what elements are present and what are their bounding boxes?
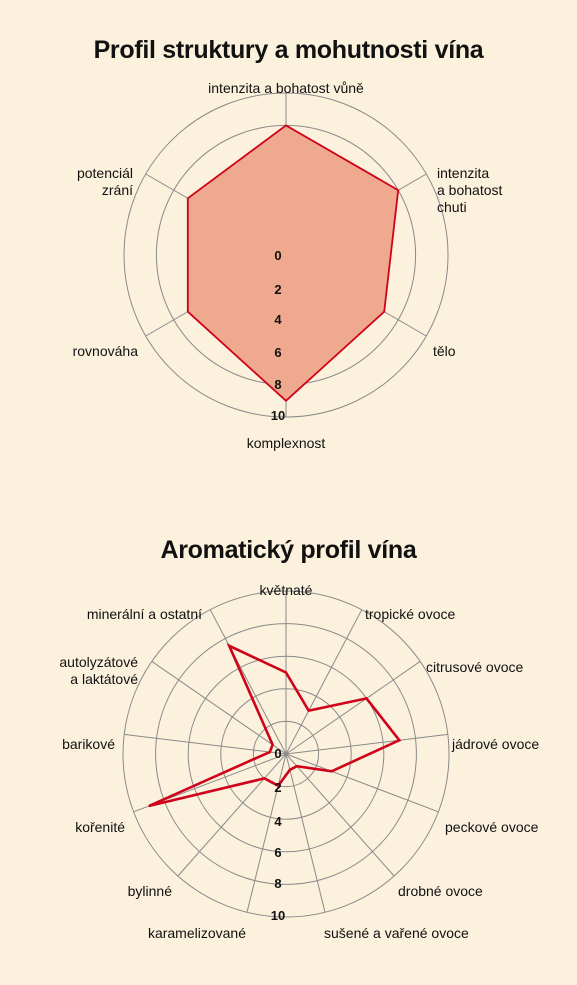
axis-label-line: chuti — [437, 199, 467, 215]
axis-label: kořenité — [75, 819, 125, 835]
grid-spoke — [285, 733, 448, 755]
chart-title-aroma: Aromatický profil vína — [160, 536, 417, 564]
tick-label: 10 — [271, 908, 285, 923]
tick-label: 0 — [274, 746, 281, 761]
chart-title-structure: Profil struktury a mohutnosti vína — [93, 36, 484, 64]
grid-spoke — [285, 753, 395, 877]
tick-label: 4 — [274, 312, 282, 327]
axis-label: květnaté — [260, 582, 313, 598]
axis-label: karamelizované — [148, 925, 246, 941]
axis-label-line: peckové ovoce — [445, 819, 539, 835]
axis-label-line: bylinné — [128, 883, 173, 899]
axis-label-line: karamelizované — [148, 925, 246, 941]
axis-label-line: potenciál — [77, 165, 133, 181]
axis-label: jádrové ovoce — [451, 736, 539, 752]
tick-label: 8 — [274, 876, 281, 891]
axis-label-line: sušené a vařené ovoce — [324, 925, 469, 941]
grid-spoke — [285, 753, 439, 813]
tick-label: 6 — [274, 345, 281, 360]
axis-label: bylinné — [128, 883, 173, 899]
grid-spoke — [177, 753, 287, 877]
grid-spoke — [285, 609, 363, 755]
axis-label: sušené a vařené ovoce — [324, 925, 469, 941]
axis-label: komplexnost — [247, 435, 326, 451]
grid-spoke — [124, 733, 287, 755]
axis-label-line: jádrové ovoce — [451, 736, 539, 752]
axis-label-line: autolyzátové — [59, 654, 138, 670]
axis-label-line: barikové — [62, 736, 115, 752]
axis-label-line: intenzita — [437, 165, 489, 181]
axis-label: tropické ovoce — [365, 606, 455, 622]
tick-label: 2 — [274, 282, 281, 297]
grid-spoke — [246, 753, 287, 913]
tick-label: 10 — [271, 408, 285, 423]
series-shape — [148, 643, 402, 808]
axis-label: tělo — [433, 343, 456, 359]
axis-label: rovnováha — [73, 343, 139, 359]
axis-label-line: zrání — [102, 182, 133, 198]
series-shape — [186, 124, 400, 403]
grid-spoke — [285, 660, 421, 755]
axis-label: citrusové ovoce — [426, 659, 523, 675]
axis-label-line: květnaté — [260, 582, 313, 598]
axis-label-line: a laktátové — [70, 671, 138, 687]
axis-label-line: intenzita a bohatost vůně — [208, 80, 364, 96]
axis-label-line: rovnováha — [73, 343, 139, 359]
tick-label: 2 — [274, 780, 281, 795]
axis-label: intenzita a bohatost chuti — [437, 165, 502, 215]
tick-label: 0 — [274, 248, 281, 263]
axis-label: barikové — [62, 736, 115, 752]
axis-label-line: tělo — [433, 343, 456, 359]
grid-spoke — [209, 609, 287, 755]
axis-label: potenciál zrání — [77, 165, 133, 198]
tick-label: 4 — [274, 814, 282, 829]
axis-label-line: drobné ovoce — [398, 883, 483, 899]
axis-label-line: komplexnost — [247, 435, 326, 451]
axis-label: minerální a ostatní — [87, 606, 202, 622]
axis-label-line: citrusové ovoce — [426, 659, 523, 675]
axis-label-line: tropické ovoce — [365, 606, 455, 622]
grid-spoke — [151, 660, 287, 755]
tick-label: 6 — [274, 845, 281, 860]
grid-spoke — [285, 753, 326, 913]
axis-label: drobné ovoce — [398, 883, 483, 899]
axis-label: intenzita a bohatost vůně — [208, 80, 364, 96]
axis-label: autolyzátové a laktátové — [59, 654, 138, 687]
tick-label: 8 — [274, 377, 281, 392]
axis-label-line: a bohatost — [437, 182, 502, 198]
axis-label-line: kořenité — [75, 819, 125, 835]
axis-label-line: minerální a ostatní — [87, 606, 202, 622]
axis-label: peckové ovoce — [445, 819, 539, 835]
